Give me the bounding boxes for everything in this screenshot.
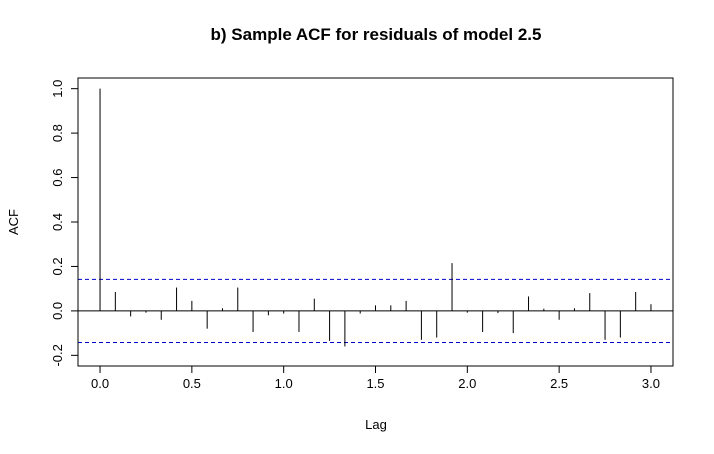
y-axis: -0.2 0.0 0.2 0.4 0.6 0.8 1.0	[50, 80, 79, 367]
y-tick-label: 0.2	[50, 257, 65, 275]
x-tick-label: 0.5	[183, 376, 201, 391]
y-tick-label: 0.6	[50, 169, 65, 187]
x-tick-label: 2.5	[550, 376, 568, 391]
y-tick-label: 0.8	[50, 124, 65, 142]
x-tick-label: 2.0	[458, 376, 476, 391]
chart-title: b) Sample ACF for residuals of model 2.5	[211, 25, 542, 44]
x-axis-label: Lag	[365, 417, 387, 432]
y-tick-label: 0.4	[50, 213, 65, 231]
x-axis: 0.0 0.5 1.0 1.5 2.0 2.5 3.0	[91, 365, 660, 391]
y-tick-label: 0.0	[50, 302, 65, 320]
y-axis-label: ACF	[6, 209, 21, 235]
x-tick-label: 1.0	[275, 376, 293, 391]
y-tick-label: 1.0	[50, 80, 65, 98]
acf-spikes	[99, 88, 652, 347]
x-tick-label: 3.0	[642, 376, 660, 391]
y-tick-label: -0.2	[50, 344, 65, 366]
confidence-bounds	[78, 278, 673, 343]
x-tick-label: 1.5	[366, 376, 384, 391]
x-tick-label: 0.0	[91, 376, 109, 391]
plot-frame	[77, 77, 674, 367]
